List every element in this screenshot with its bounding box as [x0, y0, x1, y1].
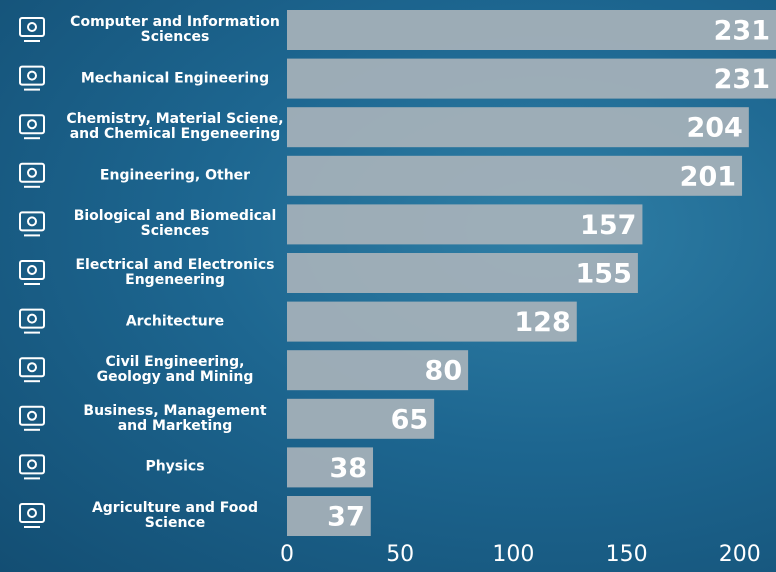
chart: 0 50 100 150 200 231 231 204 201 157 155128 80 65 38 3… [0, 0, 776, 572]
icon [20, 261, 44, 284]
bar [287, 59, 776, 99]
category-label: Chemistry, Material Sciene, and Chemical… [60, 112, 290, 142]
category-label: Computer and Information Sciences [60, 15, 290, 45]
icon [20, 67, 44, 90]
category-label: Engineering, Other [60, 168, 290, 183]
category-label: Agriculture and Food Science [60, 501, 290, 531]
value-label: 155 [576, 259, 632, 290]
category-label: Electrical and Electronics Engeneering [60, 258, 290, 288]
x-tick-label: 200 [719, 542, 761, 567]
icon [20, 310, 44, 333]
icon [20, 455, 44, 478]
icon [20, 358, 44, 381]
icon [20, 407, 44, 430]
x-tick-label: 0 [280, 542, 294, 567]
value-label: 65 [391, 404, 429, 435]
bar [287, 156, 742, 196]
icon [20, 115, 44, 138]
x-tick-label: 150 [606, 542, 648, 567]
category-label: Mechanical Engineering [60, 71, 290, 86]
category-label: Physics [60, 460, 290, 475]
value-label: 204 [686, 113, 742, 144]
icon [20, 504, 44, 527]
category-label: Business, Management and Marketing [60, 404, 290, 434]
category-label: Civil Engineering, Geology and Mining [60, 355, 290, 385]
bar [287, 107, 749, 147]
value-label: 37 [327, 502, 365, 533]
icon [20, 164, 44, 187]
category-label: Biological and Biomedical Sciences [60, 209, 290, 239]
value-label: 157 [580, 210, 636, 241]
bar [287, 10, 776, 50]
value-label: 38 [329, 453, 367, 484]
category-label: Architecture [60, 314, 290, 329]
value-label: 201 [680, 161, 736, 192]
x-tick-label: 100 [492, 542, 534, 567]
value-label: 231 [714, 64, 770, 95]
value-label: 231 [714, 16, 770, 47]
x-tick-label: 50 [386, 542, 414, 567]
icon [20, 212, 44, 235]
value-label: 128 [514, 307, 570, 338]
value-label: 80 [425, 356, 463, 387]
icon [20, 18, 44, 41]
